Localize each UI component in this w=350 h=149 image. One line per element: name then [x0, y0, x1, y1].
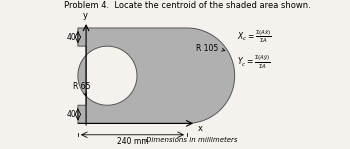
Text: Dimensions in millimeters: Dimensions in millimeters: [146, 138, 238, 143]
Text: $Y_c = \frac{\Sigma(A\bar{y})}{\Sigma A}$: $Y_c = \frac{\Sigma(A\bar{y})}{\Sigma A}…: [237, 53, 271, 71]
Text: R 105: R 105: [196, 44, 225, 53]
Text: R 65: R 65: [74, 82, 91, 96]
Text: 240 mm: 240 mm: [117, 138, 148, 146]
Text: Problem 4.  Locate the centroid of the shaded area shown.: Problem 4. Locate the centroid of the sh…: [64, 1, 311, 10]
Text: 40: 40: [66, 33, 76, 42]
Text: $X_c = \frac{\Sigma(A\bar{x})}{\Sigma A}$: $X_c = \frac{\Sigma(A\bar{x})}{\Sigma A}…: [237, 28, 271, 45]
Text: y: y: [83, 11, 88, 20]
PathPatch shape: [78, 28, 234, 123]
Text: 40: 40: [66, 110, 76, 119]
Text: x: x: [197, 124, 202, 133]
